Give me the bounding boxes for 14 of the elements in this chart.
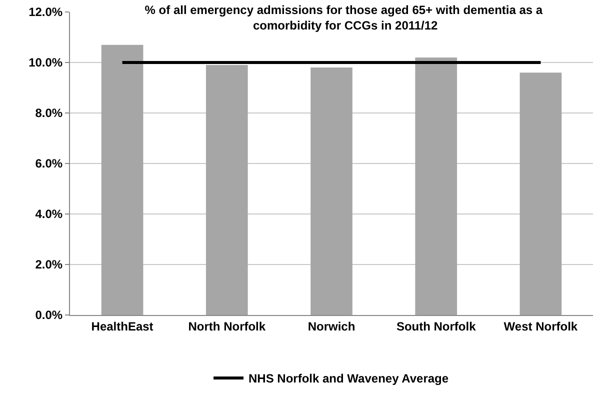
x-tick-label: South Norfolk [396,319,476,334]
y-tick-label: 8.0% [35,106,63,120]
y-tick-label: 2.0% [35,258,63,272]
y-tick-label: 0.0% [35,308,63,322]
y-tick-label: 12.0% [28,5,63,20]
y-tick-label: 4.0% [35,207,63,222]
y-tick-label: 10.0% [28,56,63,70]
chart-title: % of all emergency admissions for those aged 65+ with dementia as a comorbidity for CCGs in 2011/12 [144,3,543,33]
x-tick-label: North Norfolk [188,319,266,334]
x-tick-label: HealthEast [91,319,154,334]
y-tick-label: 6.0% [35,156,63,171]
x-tick-label: Norwich [308,319,356,334]
legend-label: NHS Norfolk and Waveney Average [248,372,449,386]
x-tick-label: West Norfolk [504,319,578,334]
